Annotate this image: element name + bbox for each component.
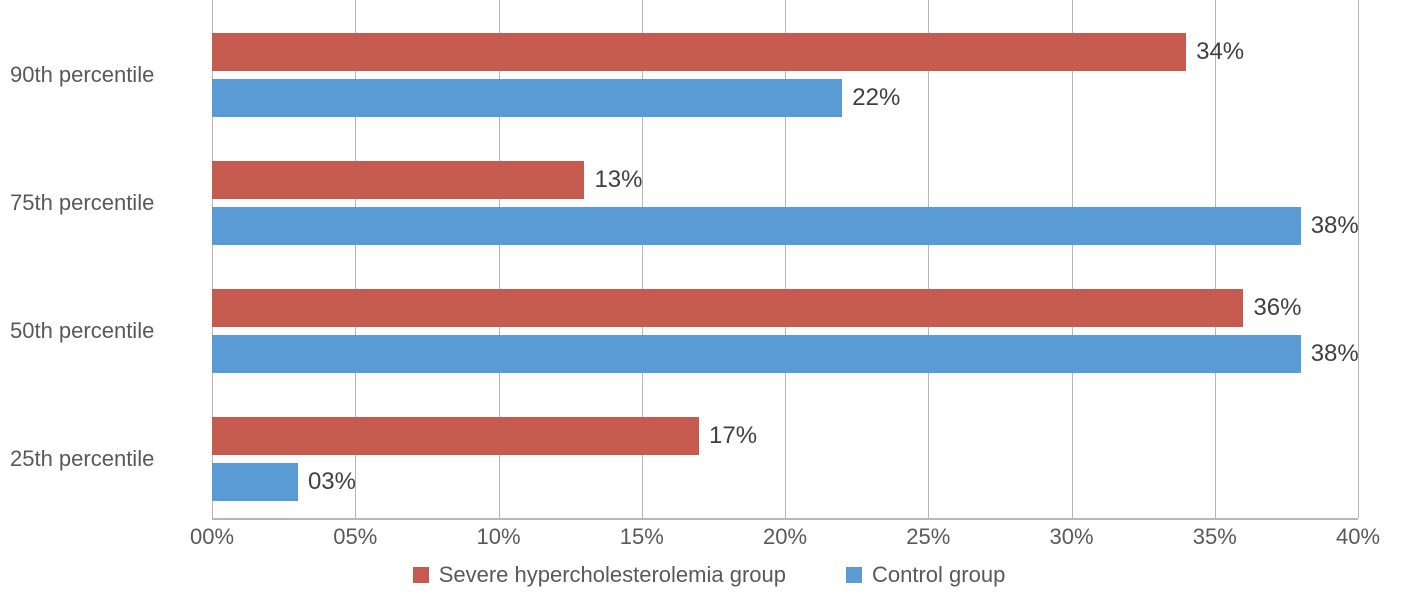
bar-severe: 17% — [212, 417, 699, 455]
bar-value-control: 03% — [298, 468, 356, 496]
legend-item-control: Control group — [846, 562, 1005, 588]
bar-value-severe: 36% — [1243, 294, 1301, 322]
bar-value-severe: 17% — [699, 422, 757, 450]
bar-control: 38% — [212, 207, 1301, 245]
legend-label-control: Control group — [872, 562, 1005, 588]
x-tick-label: 00% — [190, 518, 234, 550]
legend-item-severe: Severe hypercholesterolemia group — [413, 562, 786, 588]
grid-line — [1358, 0, 1359, 518]
bar-value-severe: 34% — [1186, 38, 1244, 66]
legend-swatch-severe — [413, 567, 429, 583]
bar-value-control: 38% — [1301, 340, 1359, 368]
plot-area: 00%05%10%15%20%25%30%35%40%34%22%13%38%3… — [212, 0, 1358, 520]
bar-control: 38% — [212, 335, 1301, 373]
x-tick-label: 20% — [763, 518, 807, 550]
bar-group: 13% 38% — [212, 152, 1358, 254]
bar-value-control: 22% — [842, 84, 900, 112]
percentile-chart: 00%05%10%15%20%25%30%35%40%34%22%13%38%3… — [0, 0, 1418, 603]
legend-swatch-control — [846, 567, 862, 583]
x-tick-label: 05% — [333, 518, 377, 550]
x-tick-label: 25% — [906, 518, 950, 550]
x-tick-label: 40% — [1336, 518, 1380, 550]
bar-group: 17% 03% — [212, 408, 1358, 510]
y-category-label: 75th percentile — [0, 190, 200, 216]
legend-label-severe: Severe hypercholesterolemia group — [439, 562, 786, 588]
bar-value-control: 38% — [1301, 212, 1359, 240]
y-category-label: 90th percentile — [0, 62, 200, 88]
legend: Severe hypercholesterolemia group Control… — [0, 562, 1418, 588]
bar-group: 36%38% — [212, 280, 1358, 382]
bar-severe: 36% — [212, 289, 1243, 327]
x-tick-label: 15% — [620, 518, 664, 550]
x-tick-label: 35% — [1193, 518, 1237, 550]
y-category-label: 25th percentile — [0, 446, 200, 472]
bar-severe: 34% — [212, 33, 1186, 71]
bar-value-severe: 13% — [584, 166, 642, 194]
x-tick-label: 10% — [476, 518, 520, 550]
x-tick-label: 30% — [1049, 518, 1093, 550]
bar-control: 22% — [212, 79, 842, 117]
bar-control: 03% — [212, 463, 298, 501]
bar-severe: 13% — [212, 161, 584, 199]
y-category-label: 50th percentile — [0, 318, 200, 344]
bar-group: 34% 22% — [212, 24, 1358, 126]
